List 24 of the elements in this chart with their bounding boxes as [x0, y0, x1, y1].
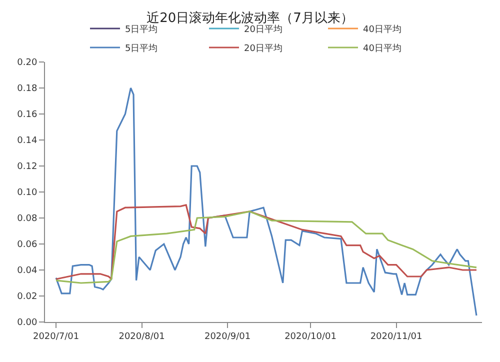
- y-tick-label: 0.06: [17, 240, 38, 250]
- x-tick-label: 2020/7/01: [32, 332, 80, 342]
- y-tick-label: 0.16: [17, 110, 38, 120]
- legend-label: 20日平均: [244, 24, 282, 36]
- chart-title: 近20日滚动年化波动率（7月以来）: [146, 10, 354, 26]
- y-tick-label: 0.04: [17, 266, 38, 276]
- legend-label: 20日平均: [244, 43, 282, 54]
- legend-label: 40日平均: [363, 43, 402, 54]
- legend-label: 40日平均: [363, 24, 402, 36]
- y-tick-label: 0.02: [17, 292, 38, 302]
- x-tick-label: 2020/10/01: [284, 332, 336, 342]
- y-tick-label: 0.14: [17, 136, 38, 146]
- y-tick-label: 0.18: [17, 84, 38, 94]
- x-tick-label: 2020/9/01: [204, 332, 251, 342]
- y-tick-label: 0.00: [17, 318, 38, 328]
- x-tick-label: 2020/11/01: [370, 332, 422, 342]
- x-tick-label: 2020/8/01: [118, 332, 165, 342]
- legend-label: 5日平均: [125, 43, 158, 54]
- y-tick-label: 0.20: [17, 58, 38, 68]
- line-series: [55, 87, 478, 316]
- y-tick-label: 0.10: [17, 188, 38, 198]
- legend-label: 5日平均: [125, 24, 158, 36]
- y-tick-label: 0.12: [17, 162, 38, 172]
- y-tick-label: 0.08: [17, 214, 38, 224]
